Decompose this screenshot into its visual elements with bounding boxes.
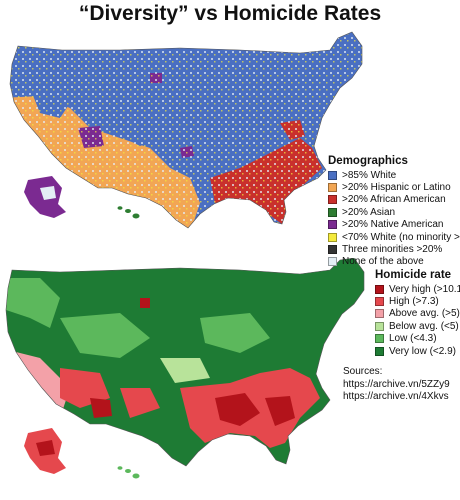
sources: Sources: https://archive.vn/5ZZy9 https:… [343,366,450,404]
legend-swatch [328,257,337,267]
legend-swatch [375,321,384,331]
legend-swatch [328,207,337,217]
legend-label: >20% Hispanic or Latino [342,182,451,194]
legend-label: <70% White (no minority >20%) [342,231,460,243]
legend-label: Below avg. (<5) [389,320,459,332]
legend-swatch [375,346,384,356]
legend-label: >85% White [342,169,397,181]
legend-swatch [328,220,337,230]
legend-label: Very low (<2.9) [389,345,456,357]
homicide-map [5,258,365,479]
legend-swatch [375,284,384,294]
legend-label: Low (<4.3) [389,333,437,345]
legend-item: >20% Native American [328,219,460,231]
page-title: “Diversity” vs Homicide Rates [78,2,382,25]
legend-label: >20% Asian [342,206,396,218]
legend-swatch [328,170,337,180]
legend-swatch [375,334,384,344]
legend-label: >20% African American [342,194,446,206]
demographics-legend: Demographics >85% White >20% Hispanic or … [328,155,460,268]
legend-title: Homicide rate [375,269,452,281]
legend-item: Very high (>10.1) [375,283,460,295]
sources-label: Sources: [343,366,383,377]
legend-swatch [328,232,337,242]
legend-item: Very low (<2.9) [375,345,460,357]
legend-item: High (>7.3) [375,295,460,307]
legend-item: >85% White [328,169,460,181]
legend-item: >20% Asian [328,206,460,218]
legend-swatch [375,297,384,307]
legend-label: Three minorities >20% [342,244,443,256]
legend-swatch [328,245,337,255]
legend-item: >20% Hispanic or Latino [328,181,460,193]
legend-item: >20% African American [328,194,460,206]
legend-item: Low (<4.3) [375,333,460,345]
legend-item: None of the above [328,256,460,268]
demographics-map [9,31,363,229]
legend-item: Below avg. (<5) [375,320,460,332]
legend-swatch [328,195,337,205]
legend-swatch [328,183,337,193]
legend-title: Demographics [328,155,408,167]
legend-item: Three minorities >20% [328,243,460,255]
legend-item: <70% White (no minority >20%) [328,231,460,243]
source-link[interactable]: https://archive.vn/4Xkvs [343,391,449,402]
legend-label: None of the above [342,256,424,268]
legend-label: >20% Native American [342,219,444,231]
legend-label: Above avg. (>5) [389,308,460,320]
source-link[interactable]: https://archive.vn/5ZZy9 [343,378,450,390]
legend-swatch [375,309,384,319]
legend-label: High (>7.3) [389,296,439,308]
legend-label: Very high (>10.1) [389,283,460,295]
legend-item: Above avg. (>5) [375,308,460,320]
homicide-legend: Homicide rate Very high (>10.1) High (>7.… [375,269,460,357]
